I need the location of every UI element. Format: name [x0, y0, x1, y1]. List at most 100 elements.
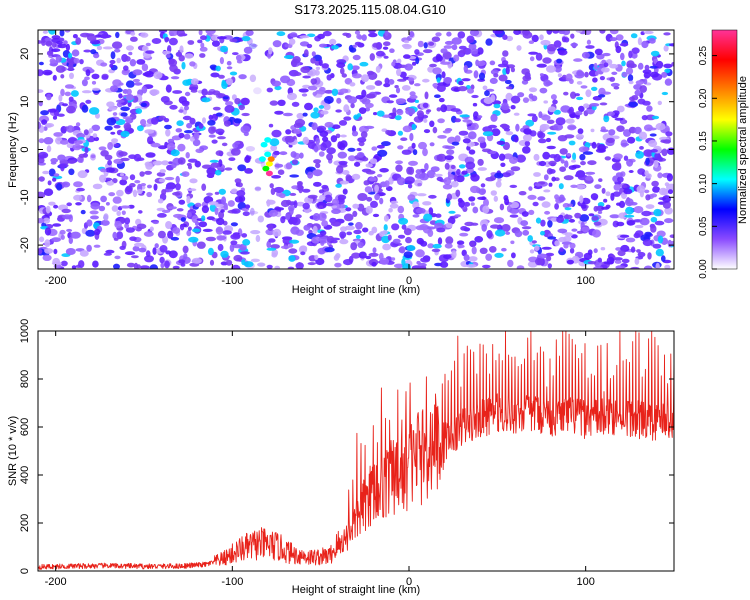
spectrogram-cell: [145, 250, 151, 258]
spectrogram-cell: [461, 78, 471, 82]
spectrogram-cell: [408, 160, 418, 166]
spectrogram-cell: [455, 189, 461, 197]
spectrogram-cell: [78, 153, 86, 158]
spectrogram-cell: [436, 107, 442, 112]
spectrogram-cell: [90, 49, 97, 55]
spectrogram-cell: [358, 107, 367, 114]
spectrogram-cell: [158, 145, 167, 150]
spectrogram-cell: [434, 173, 443, 177]
spectrogram-cell: [100, 62, 108, 67]
spectrogram-cell: [249, 74, 257, 83]
spectrogram-cell: [201, 215, 206, 222]
spectrogram-cell: [152, 247, 157, 255]
spectrogram-cell: [397, 205, 405, 214]
spectrogram-cell: [323, 89, 334, 94]
spectrogram-cell: [139, 265, 150, 269]
spectrogram-cell: [337, 151, 347, 159]
spectrogram-cell: [576, 81, 583, 85]
spectrogram-cell: [432, 67, 442, 75]
spectrogram-cell: [396, 68, 402, 77]
spectrogram-cell: [188, 236, 199, 243]
snr-x-tick-label: 100: [576, 576, 594, 588]
spectrogram-cell: [123, 122, 132, 131]
spectrogram-cell: [273, 151, 279, 155]
spectrogram-cell: [92, 87, 100, 91]
spectrogram-cell: [417, 182, 422, 187]
spectrogram-cell: [145, 152, 156, 158]
spectrogram-cell: [230, 148, 241, 156]
spectrogram-cell: [158, 30, 168, 33]
spectrogram-cell: [351, 252, 361, 259]
spectrogram-cell: [651, 180, 659, 187]
spectrogram-cell: [468, 43, 477, 50]
spectrogram-cell: [320, 110, 329, 115]
spectrogram-cell: [617, 176, 624, 183]
spectrogram-cell: [189, 178, 198, 184]
spectrogram-cell: [70, 231, 81, 239]
spectrogram-cell: [662, 195, 671, 203]
spectrogram-cell: [230, 222, 238, 227]
spectrogram-cell: [226, 66, 233, 70]
spectrogram-x-ticks: -200 -100 0 100: [45, 30, 595, 287]
spectrogram-cell: [231, 208, 241, 214]
spectrogram-cell: [144, 123, 152, 127]
spectrogram-cell: [299, 41, 310, 47]
spectrogram-cell: [522, 146, 531, 154]
spectrogram-cell: [543, 100, 548, 104]
spectrogram-cell: [500, 104, 510, 110]
spectrogram-cell: [650, 50, 660, 57]
spectrogram-cell: [624, 198, 634, 207]
spectrogram-cell: [616, 125, 625, 132]
spectrogram-cell: [238, 74, 247, 80]
spectrogram-cell: [157, 213, 167, 218]
spectrogram-cell: [630, 33, 638, 39]
spectrogram-cell: [158, 178, 166, 183]
spectrogram-cell: [347, 63, 354, 71]
spectrogram-cell: [159, 245, 168, 253]
spectrogram-cell: [645, 194, 651, 201]
spectrogram-cell: [300, 66, 311, 74]
spectrogram-cell: [582, 151, 594, 155]
spectrogram-cell: [548, 182, 553, 187]
spectrogram-cell: [436, 84, 446, 93]
spectrogram-cell: [75, 37, 82, 45]
spectrogram-cell: [331, 198, 340, 206]
spectrogram-cell: [161, 160, 170, 166]
spectrogram-cell: [367, 71, 378, 80]
spectrogram-cell: [338, 160, 348, 165]
spectrogram-cell: [447, 174, 455, 180]
spectrogram-cell: [122, 116, 133, 120]
spectrogram-cell: [118, 93, 123, 99]
spectrogram-cell: [241, 112, 250, 117]
spectrogram-cell: [217, 136, 226, 140]
spectrogram-cell: [52, 257, 61, 266]
spectrogram-cell: [104, 125, 113, 131]
spectrogram-cell: [182, 115, 192, 121]
spectrogram-cell: [304, 102, 313, 111]
spectrogram-cell: [539, 124, 547, 132]
spectrogram-cell: [99, 174, 107, 183]
spectrogram-cell: [645, 157, 650, 166]
spectrogram-cell: [201, 183, 207, 191]
spectrogram-cell: [330, 240, 338, 244]
spectrogram-cell: [572, 152, 577, 161]
spectrogram-cell: [468, 256, 478, 262]
spectrogram-cell: [93, 244, 101, 248]
spectrogram-cell: [612, 220, 619, 228]
spectrogram-cell: [558, 194, 565, 203]
spectrogram-cell: [403, 54, 411, 59]
spectrogram-cell: [230, 188, 238, 194]
spectrogram-cell: [129, 174, 136, 181]
spectrogram-cell: [493, 195, 498, 202]
spectrogram-cell: [667, 240, 673, 245]
spectrogram-cell: [321, 63, 329, 69]
spectrogram-cell: [186, 122, 193, 129]
spectrogram-cell: [282, 112, 293, 117]
spectrogram-cell: [554, 203, 559, 210]
spectrogram-cell: [369, 53, 375, 61]
spectrogram-cell: [215, 226, 224, 235]
spectrogram-cell: [290, 59, 298, 68]
spectrogram-cell: [244, 156, 251, 163]
spectrogram-cell: [345, 207, 352, 212]
